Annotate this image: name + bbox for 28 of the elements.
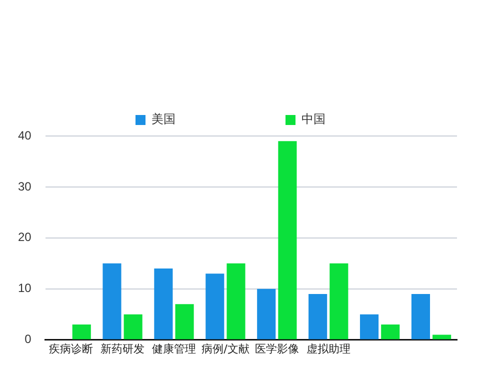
bar: [330, 263, 348, 340]
bar: [411, 294, 430, 340]
bar: [308, 294, 328, 340]
bar: [226, 263, 246, 340]
y-tick-label: 20: [18, 230, 32, 244]
x-tick-label: 新药研发: [100, 342, 145, 356]
bar: [175, 304, 194, 340]
bar: [278, 141, 297, 340]
bar: [257, 288, 276, 340]
bar: [154, 268, 173, 340]
bar: [102, 263, 122, 340]
y-tick-label: 30: [18, 179, 32, 194]
legend-label: 美国: [152, 112, 176, 126]
y-tick-label: 0: [24, 332, 32, 346]
bar: [432, 334, 452, 340]
bar: [206, 274, 224, 340]
legend-label: 中国: [302, 112, 326, 126]
y-tick-label: 10: [18, 281, 32, 296]
y-tick-label: 40: [18, 128, 32, 142]
bar: [360, 314, 379, 340]
bar: [381, 324, 400, 340]
x-tick-label: 虚拟助理: [306, 342, 350, 356]
x-tick-label: 医学影像: [254, 342, 299, 356]
x-tick-label: 疾病诊断: [49, 342, 94, 356]
bar: [124, 314, 142, 340]
x-tick-label: 病例/文献: [202, 342, 250, 356]
x-tick-label: 健康管理: [152, 342, 196, 356]
bar: [72, 324, 91, 340]
